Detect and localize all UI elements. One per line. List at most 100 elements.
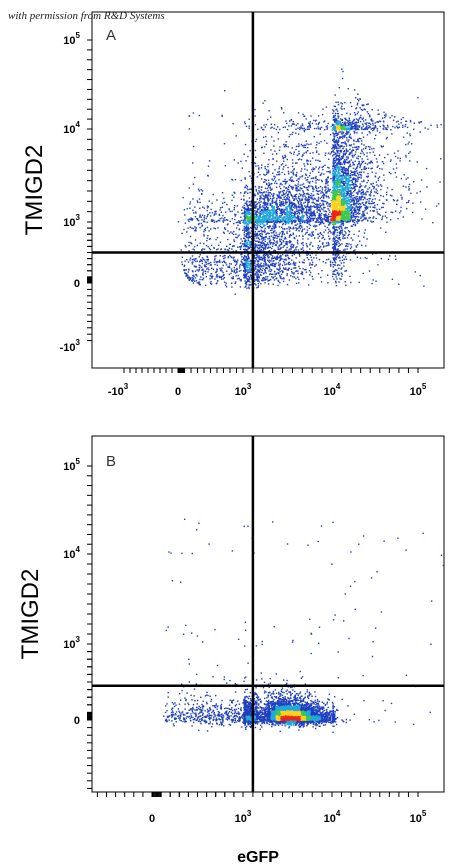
data-point (222, 202, 224, 204)
data-point (234, 192, 236, 194)
data-point (245, 226, 247, 228)
data-point (283, 241, 285, 243)
data-point (301, 175, 304, 177)
data-point (339, 205, 342, 207)
data-point (349, 259, 352, 261)
data-point (267, 238, 269, 240)
data-point (322, 193, 325, 195)
data-point (256, 249, 259, 251)
data-point (354, 224, 357, 227)
data-point (342, 216, 345, 218)
data-point (343, 212, 346, 215)
data-point (233, 159, 235, 161)
data-point (275, 186, 278, 188)
data-point (285, 258, 287, 260)
data-point (297, 181, 300, 183)
data-point (232, 233, 235, 236)
data-point (312, 187, 314, 189)
data-point (231, 194, 234, 196)
data-point (273, 217, 275, 219)
data-point (249, 149, 251, 152)
data-point (320, 140, 322, 143)
data-point (234, 293, 236, 295)
data-point (344, 270, 346, 272)
data-point (337, 145, 339, 147)
data-point (366, 181, 368, 184)
data-point (338, 156, 340, 158)
data-point (282, 156, 284, 159)
data-point (285, 263, 288, 265)
data-point (369, 146, 371, 148)
data-point (278, 260, 281, 262)
data-point (207, 267, 209, 269)
data-point (314, 237, 316, 239)
data-point (231, 179, 234, 181)
data-point (243, 207, 245, 210)
data-point (353, 130, 355, 132)
data-point (255, 204, 257, 206)
data-point (275, 219, 278, 221)
data-point (341, 188, 343, 190)
data-point (210, 220, 213, 222)
data-point (244, 270, 247, 272)
data-point (192, 248, 194, 250)
data-point (215, 283, 217, 285)
data-point (362, 211, 364, 213)
data-point (359, 165, 362, 167)
data-point (192, 228, 195, 230)
data-point (354, 181, 357, 183)
data-point (302, 228, 304, 231)
data-point (279, 258, 282, 261)
data-point (295, 282, 298, 285)
data-point (325, 242, 328, 244)
data-point (333, 273, 335, 276)
data-point (372, 210, 375, 213)
data-point (327, 181, 329, 183)
data-point (335, 152, 337, 154)
data-point (265, 179, 267, 181)
data-point (247, 263, 249, 265)
data-point (366, 152, 368, 154)
data-point (236, 267, 238, 270)
data-point (368, 197, 370, 200)
data-point (203, 216, 205, 219)
data-point (269, 214, 271, 216)
data-point (336, 271, 339, 274)
data-point (319, 232, 321, 235)
data-point (320, 126, 323, 129)
data-point (332, 243, 334, 246)
data-point (291, 180, 293, 182)
data-point (283, 160, 285, 162)
data-point (306, 220, 309, 222)
data-point (300, 170, 302, 172)
data-point (266, 183, 268, 185)
data-point (293, 249, 296, 251)
data-point (276, 203, 278, 206)
data-point (271, 213, 274, 215)
data-point (207, 246, 209, 248)
data-point (346, 185, 349, 187)
data-point (260, 229, 262, 231)
data-point (351, 201, 353, 203)
data-point (264, 197, 266, 199)
data-point (250, 284, 252, 286)
data-point (325, 126, 327, 128)
data-point (306, 211, 309, 214)
data-point (337, 133, 340, 135)
data-point (247, 271, 249, 273)
data-point (340, 169, 342, 171)
data-point (361, 169, 363, 171)
data-point (264, 208, 266, 210)
data-point (238, 220, 240, 222)
data-point (346, 131, 348, 133)
data-point (289, 192, 291, 194)
data-point (350, 170, 352, 172)
data-point (321, 269, 323, 272)
data-point (274, 211, 277, 213)
data-point (262, 246, 264, 248)
data-point (202, 272, 204, 274)
data-point (201, 190, 204, 192)
data-point (267, 199, 269, 201)
data-point (299, 127, 301, 129)
data-point (263, 231, 266, 233)
